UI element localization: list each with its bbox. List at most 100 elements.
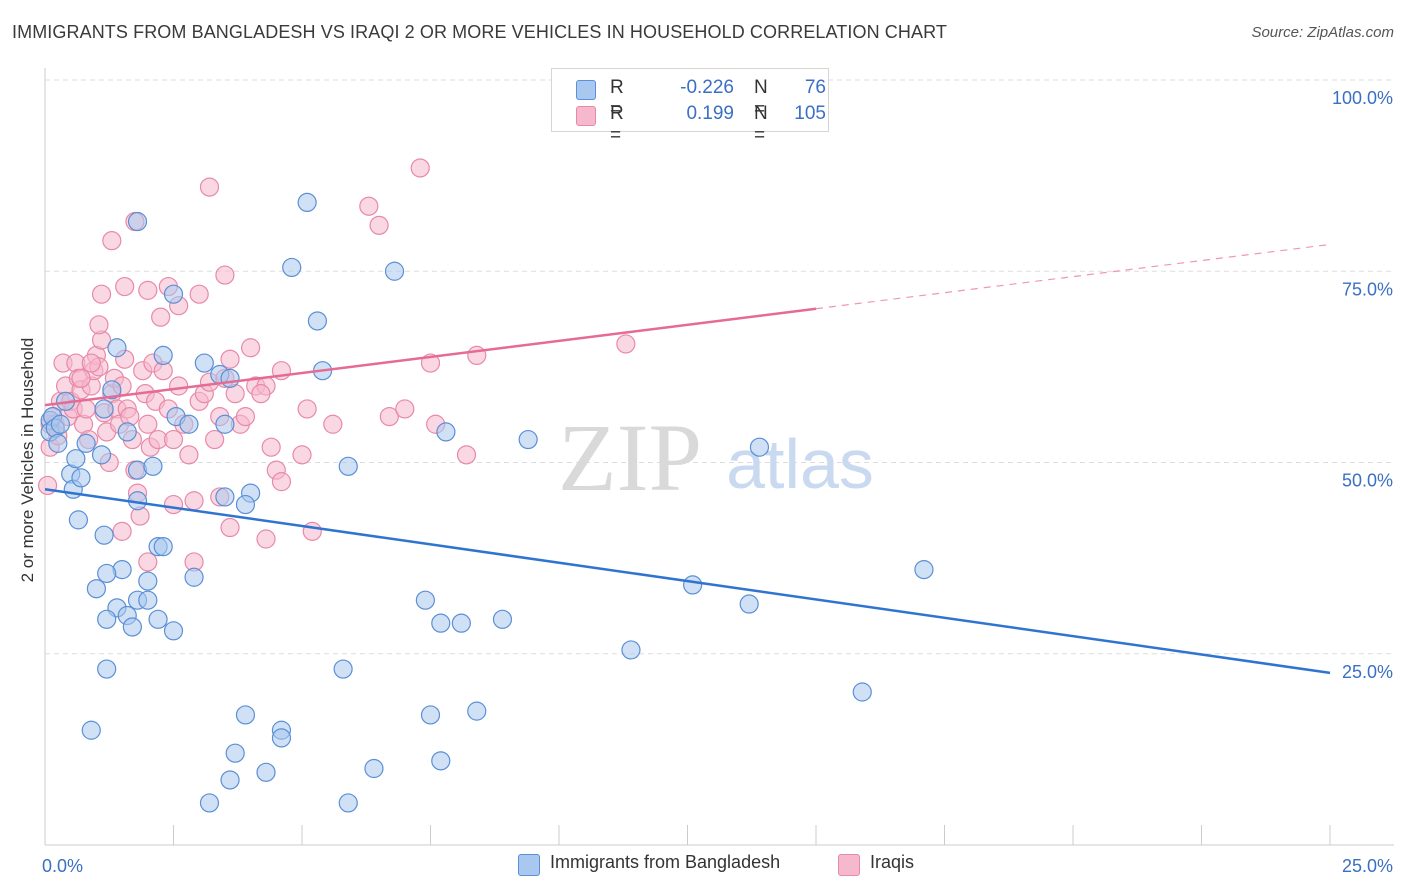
point-bangladesh — [431, 613, 451, 633]
point-bangladesh — [225, 743, 245, 763]
chart-title: IMMIGRANTS FROM BANGLADESH VS IRAQI 2 OR… — [12, 22, 947, 42]
legend-r-label: R = — [610, 77, 624, 120]
x-tick-label: 0.0% — [42, 856, 83, 876]
point-iraqis — [616, 334, 636, 354]
point-bangladesh — [451, 613, 471, 633]
point-bangladesh — [621, 640, 641, 660]
point-bangladesh — [282, 257, 302, 278]
bottom-legend-label: Immigrants from Bangladesh — [550, 852, 781, 872]
point-bangladesh — [81, 720, 101, 740]
point-bangladesh — [220, 368, 240, 388]
point-bangladesh — [143, 456, 163, 476]
point-iraqis — [456, 445, 477, 465]
point-iraqis — [302, 521, 322, 541]
point-bangladesh — [127, 211, 148, 232]
point-bangladesh — [338, 456, 358, 476]
point-iraqis — [169, 376, 189, 396]
point-bangladesh — [220, 770, 240, 790]
point-iraqis — [102, 231, 122, 251]
series-bangladesh — [40, 192, 934, 813]
point-bangladesh — [215, 414, 235, 434]
point-bangladesh — [364, 758, 384, 779]
point-bangladesh — [148, 609, 168, 629]
point-bangladesh — [518, 429, 538, 450]
point-iraqis — [235, 407, 256, 427]
legend-r-value: 0.199 — [686, 103, 734, 124]
point-iraqis — [199, 177, 220, 197]
point-iraqis — [91, 284, 112, 304]
trend-lines — [44, 243, 1331, 675]
point-bangladesh — [102, 380, 122, 400]
point-bangladesh — [235, 705, 256, 725]
point-iraqis — [71, 368, 91, 388]
legend-n-value: 105 — [794, 103, 826, 124]
point-bangladesh — [739, 594, 759, 614]
point-iraqis — [138, 552, 158, 572]
point-bangladesh — [415, 590, 435, 610]
point-bangladesh — [163, 621, 184, 641]
bottom-legend-label: Iraqis — [870, 852, 915, 872]
point-bangladesh — [153, 345, 173, 365]
point-iraqis — [89, 315, 109, 335]
point-bangladesh — [271, 728, 292, 748]
point-iraqis — [189, 284, 209, 304]
point-iraqis — [379, 407, 399, 427]
source-credit: Source: ZipAtlas.com — [1251, 24, 1394, 41]
legend-n-value: 76 — [804, 77, 826, 98]
point-bangladesh — [338, 793, 358, 813]
point-bangladesh — [333, 659, 353, 679]
stats-legend: R = -0.226 N = 76 R = 0.199 N = 105 — [551, 68, 829, 146]
point-iraqis — [261, 437, 281, 457]
point-iraqis — [163, 494, 184, 515]
point-bangladesh — [492, 609, 513, 629]
point-bangladesh — [194, 353, 214, 373]
point-iraqis — [323, 414, 343, 434]
point-iraqis — [215, 265, 235, 285]
legend-n-label: N = — [754, 103, 768, 146]
point-bangladesh — [235, 494, 256, 515]
point-bangladesh — [86, 579, 107, 599]
point-bangladesh — [436, 422, 456, 442]
point-iraqis — [241, 338, 261, 358]
y-axis-label: 2 or more Vehicles in Household — [18, 337, 37, 583]
point-iraqis — [220, 517, 240, 538]
grid-lines — [45, 79, 1394, 655]
point-bangladesh — [179, 414, 199, 434]
point-bangladesh — [94, 525, 114, 545]
point-iraqis — [163, 429, 184, 450]
point-bangladesh — [184, 567, 204, 587]
point-bangladesh — [138, 590, 158, 610]
bottom-legend-swatch-blue — [518, 854, 540, 876]
point-bangladesh — [215, 487, 235, 507]
point-iraqis — [369, 215, 389, 235]
bottom-legend-swatch-pink — [838, 854, 860, 876]
trend-line-iraqis — [44, 307, 817, 407]
watermark-atlas: atlas — [726, 425, 874, 503]
point-bangladesh — [97, 609, 117, 629]
legend-r-value: -0.226 — [680, 77, 734, 98]
point-iraqis — [297, 399, 317, 419]
legend-swatch-pink — [576, 106, 596, 126]
point-bangladesh — [107, 338, 127, 358]
trend-line-bangladesh — [44, 488, 1331, 675]
point-bangladesh — [914, 559, 934, 580]
point-bangladesh — [199, 793, 220, 813]
point-iraqis — [410, 158, 430, 178]
axes — [44, 68, 1394, 846]
point-bangladesh — [384, 261, 405, 281]
point-bangladesh — [71, 468, 91, 488]
y-tick-label: 100.0% — [1332, 88, 1393, 108]
y-tick-label: 50.0% — [1342, 471, 1393, 491]
y-tick-label: 25.0% — [1342, 662, 1393, 682]
point-bangladesh — [683, 575, 703, 595]
point-bangladesh — [97, 563, 117, 584]
point-bangladesh — [66, 449, 86, 469]
point-bangladesh — [852, 682, 872, 702]
point-bangladesh — [153, 537, 173, 557]
point-bangladesh — [76, 433, 96, 453]
point-bangladesh — [420, 705, 441, 725]
point-iraqis — [138, 414, 158, 434]
legend-n-label: N = — [754, 77, 768, 120]
point-bangladesh — [256, 762, 276, 782]
